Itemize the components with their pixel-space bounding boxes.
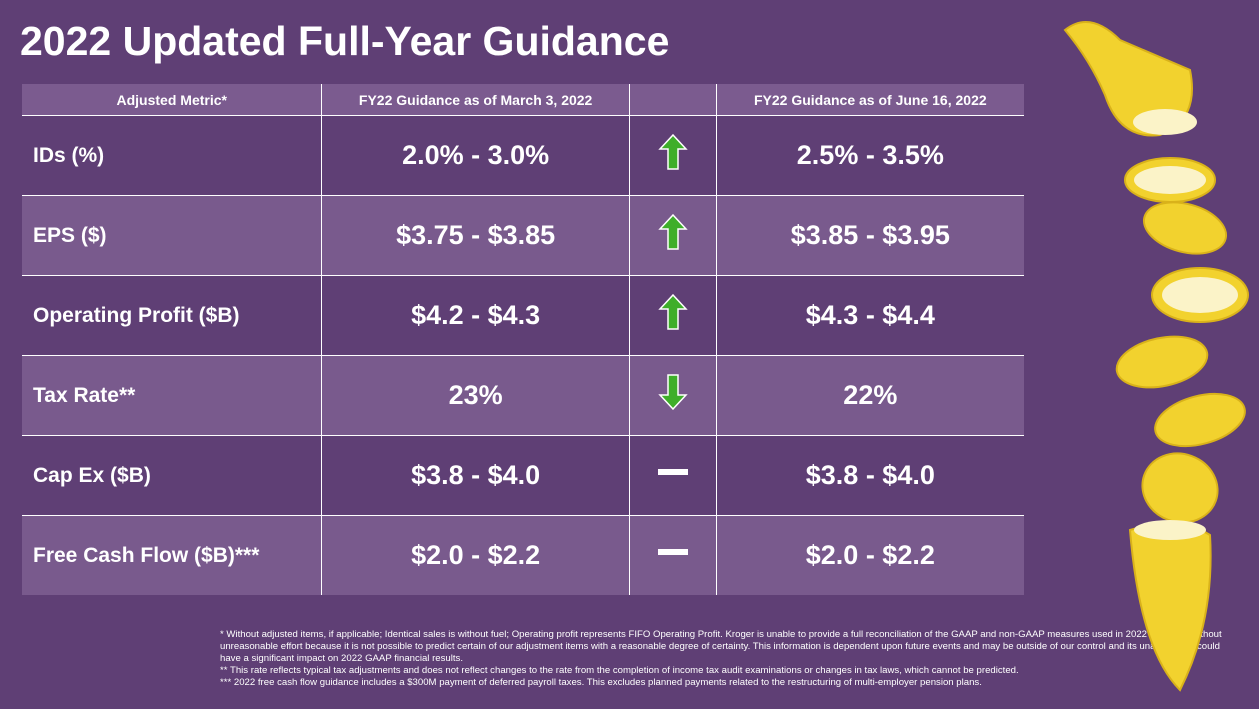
table-row: IDs (%) 2.0% - 3.0% 2.5% - 3.5% — [22, 115, 1024, 196]
flat-bar — [657, 469, 688, 475]
change-icon — [657, 374, 688, 411]
table-row: EPS ($) $3.75 - $3.85 $3.85 - $3.95 — [22, 195, 1024, 276]
guidance-cell: $3.8 - $4.0 — [715, 435, 1024, 516]
footnote: ** This rate reflects typical tax adjust… — [220, 665, 1019, 676]
footnote: *** 2022 free cash flow guidance include… — [220, 677, 982, 688]
table-row: Tax Rate** 23% 22% — [22, 355, 1024, 436]
change-cell — [628, 435, 717, 516]
table-row: Cap Ex ($B) $3.8 - $4.0 $3.8 - $4.0 — [22, 435, 1024, 516]
header-cell: FY22 Guidance as of June 16, 2022 — [715, 84, 1024, 116]
arrow — [657, 293, 688, 330]
guidance-cell: $3.75 - $3.85 — [321, 195, 630, 276]
change-cell — [628, 115, 717, 196]
table-row: Operating Profit ($B) $4.2 - $4.3 $4.3 - $… — [22, 275, 1024, 356]
footnote: * Without adjusted items, if applicable;… — [220, 629, 1222, 664]
header-cell — [628, 84, 717, 116]
arrow — [657, 213, 688, 250]
header-cell: Adjusted Metric* — [22, 84, 323, 116]
change-icon — [657, 133, 688, 170]
footnotes: * Without adjusted items, if applicable;… — [220, 629, 1230, 689]
guidance-cell: 23% — [321, 355, 630, 436]
arrow — [657, 374, 688, 411]
change-cell — [628, 195, 717, 276]
guidance-table: Adjusted Metric* FY22 Guidance as of Mar… — [22, 84, 1024, 595]
change-cell — [628, 275, 717, 356]
header-cell: FY22 Guidance as of March 3, 2022 — [321, 84, 630, 116]
guidance-cell: $2.0 - $2.2 — [321, 515, 630, 595]
guidance-cell: $4.2 - $4.3 — [321, 275, 630, 356]
change-icon — [657, 549, 688, 555]
arrow — [657, 133, 688, 170]
change-icon — [657, 293, 688, 330]
banana-decoration — [1063, 21, 1249, 692]
guidance-cell: 22% — [715, 355, 1024, 436]
guidance-cell: $3.8 - $4.0 — [321, 435, 630, 516]
table-row: Free Cash Flow ($B)*** $2.0 - $2.2 $2.0 - … — [22, 515, 1024, 595]
slide-title: 2022 Updated Full-Year Guidance — [20, 18, 670, 64]
change-cell — [628, 515, 717, 595]
metric-cell: Operating Profit ($B) — [22, 275, 323, 356]
header-row: Adjusted Metric* FY22 Guidance as of Mar… — [22, 84, 1024, 116]
change-icon — [657, 213, 688, 250]
change-cell — [628, 355, 717, 436]
metric-cell: Tax Rate** — [22, 355, 323, 436]
guidance-cell: $3.85 - $3.95 — [715, 195, 1024, 276]
metric-cell: Free Cash Flow ($B)*** — [22, 515, 323, 595]
metric-cell: Cap Ex ($B) — [22, 435, 323, 516]
guidance-cell: $4.3 - $4.4 — [715, 275, 1024, 356]
guidance-cell: 2.0% - 3.0% — [321, 115, 630, 196]
guidance-cell: $2.0 - $2.2 — [715, 515, 1024, 595]
metric-cell: EPS ($) — [22, 195, 323, 276]
guidance-cell: 2.5% - 3.5% — [715, 115, 1024, 196]
flat-bar — [657, 549, 688, 555]
metric-cell: IDs (%) — [22, 115, 323, 196]
change-icon — [657, 469, 688, 475]
